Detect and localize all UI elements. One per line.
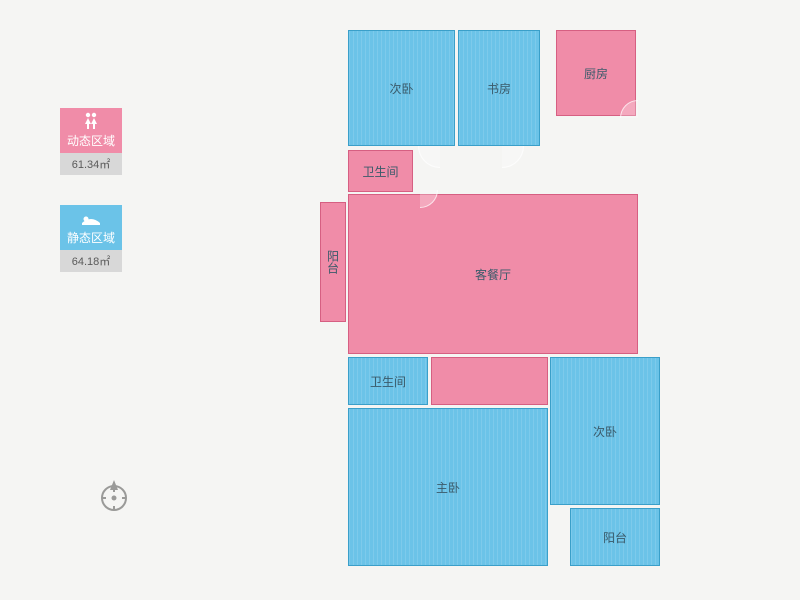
people-icon — [80, 112, 102, 130]
legend-static-label: 静态区域 — [60, 205, 122, 250]
room-label: 次卧 — [593, 423, 617, 440]
room-bedroom2-bottom: 次卧 — [550, 357, 660, 505]
room-label: 阳台 — [603, 529, 627, 546]
room-bathroom2: 卫生间 — [348, 357, 428, 405]
legend-static-text: 静态区域 — [67, 229, 115, 246]
room-study: 书房 — [458, 30, 540, 146]
room-label: 次卧 — [389, 80, 413, 97]
legend-panel: 动态区域 61.34㎡ 静态区域 64.18㎡ — [60, 108, 122, 302]
room-label: 客餐厅 — [475, 266, 511, 283]
legend-dynamic-value: 61.34㎡ — [60, 153, 122, 175]
room-label: 主卧 — [436, 479, 460, 496]
room-label: 卫生间 — [362, 163, 398, 180]
floorplan: 次卧书房厨房卫生间客餐厅阳台卫生间主卧次卧阳台 — [300, 24, 707, 579]
legend-static: 静态区域 64.18㎡ — [60, 205, 122, 272]
room-balcony2: 阳台 — [570, 508, 660, 566]
compass-icon — [96, 478, 132, 514]
room-master-bedroom: 主卧 — [348, 408, 548, 566]
room-balcony1: 阳台 — [320, 202, 346, 322]
sleep-icon — [80, 209, 102, 227]
legend-dynamic-label: 动态区域 — [60, 108, 122, 153]
legend-static-value: 64.18㎡ — [60, 250, 122, 272]
room-label: 卫生间 — [370, 373, 406, 390]
room-living: 客餐厅 — [348, 194, 638, 354]
hallway — [431, 357, 548, 405]
room-label: 阳台 — [325, 250, 342, 274]
room-kitchen: 厨房 — [556, 30, 636, 116]
legend-dynamic: 动态区域 61.34㎡ — [60, 108, 122, 175]
legend-dynamic-text: 动态区域 — [67, 132, 115, 149]
room-label: 书房 — [487, 80, 511, 97]
room-bedroom2-top: 次卧 — [348, 30, 455, 146]
room-bathroom1: 卫生间 — [348, 150, 413, 192]
room-label: 厨房 — [584, 65, 608, 82]
